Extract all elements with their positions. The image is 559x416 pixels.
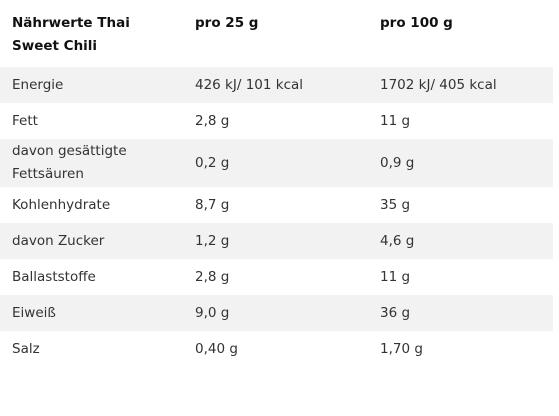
nutrient-name: Salz	[12, 340, 40, 357]
page: Nährwerte Thai Sweet Chili pro 25 g pro 10…	[0, 10, 559, 416]
table-row: Eiweiß 9,0 g 36 g	[0, 295, 553, 331]
nutrient-value: 9,0 g	[195, 295, 380, 331]
nutrient-value: 426 kJ/ 101 kcal	[195, 67, 380, 103]
nutrient-value: 35 g	[380, 196, 411, 213]
nutrient-name: Ballaststoffe	[12, 268, 96, 285]
header-row: Nährwerte Thai Sweet Chili pro 25 g pro 10…	[0, 10, 553, 67]
table-body: Energie 426 kJ/ 101 kcal 1702 kJ/ 405 kcal…	[0, 67, 553, 367]
nutrient-value: 4,6 g	[380, 223, 553, 259]
table-row: davon Zucker 1,2 g 4,6 g	[0, 223, 553, 259]
nutrient-value: 8,7 g	[195, 196, 230, 213]
nutrient-name: Kohlenhydrate	[12, 196, 111, 213]
nutrient-value: 36 g	[380, 295, 553, 331]
table-row: Fett 2,8 g 11 g	[0, 103, 553, 139]
nutrient-value: 11 g	[380, 268, 411, 285]
nutrient-value: 1,70 g	[380, 340, 423, 357]
table-row: Ballaststoffe 2,8 g 11 g	[0, 259, 553, 295]
header-cell: pro 100 g	[380, 15, 453, 31]
nutrient-value: 0,2 g	[195, 139, 380, 187]
table-row: Energie 426 kJ/ 101 kcal 1702 kJ/ 405 kcal	[0, 67, 553, 103]
nutrient-value: 2,8 g	[195, 112, 230, 129]
nutrient-value: 11 g	[380, 112, 411, 129]
table-row: Kohlenhydrate 8,7 g 35 g	[0, 187, 553, 223]
header-cell: Nährwerte Thai Sweet Chili	[12, 15, 130, 54]
table-row: davon gesättigte Fettsäuren 0,2 g 0,9 g	[0, 139, 553, 187]
nutrient-value: 0,40 g	[195, 340, 238, 357]
nutrient-name: davon gesättigte Fettsäuren	[0, 139, 195, 187]
nutrient-value: 1,2 g	[195, 223, 380, 259]
nutrition-table: Nährwerte Thai Sweet Chili pro 25 g pro 10…	[0, 10, 553, 367]
nutrient-name: Eiweiß	[0, 295, 195, 331]
nutrient-name: Fett	[12, 112, 38, 129]
nutrient-name: Energie	[0, 67, 195, 103]
table-row: Salz 0,40 g 1,70 g	[0, 331, 553, 367]
nutrient-value: 2,8 g	[195, 268, 230, 285]
header-cell: pro 25 g	[195, 15, 259, 31]
nutrient-value: 0,9 g	[380, 139, 553, 187]
nutrient-name: davon Zucker	[0, 223, 195, 259]
nutrient-value: 1702 kJ/ 405 kcal	[380, 67, 553, 103]
